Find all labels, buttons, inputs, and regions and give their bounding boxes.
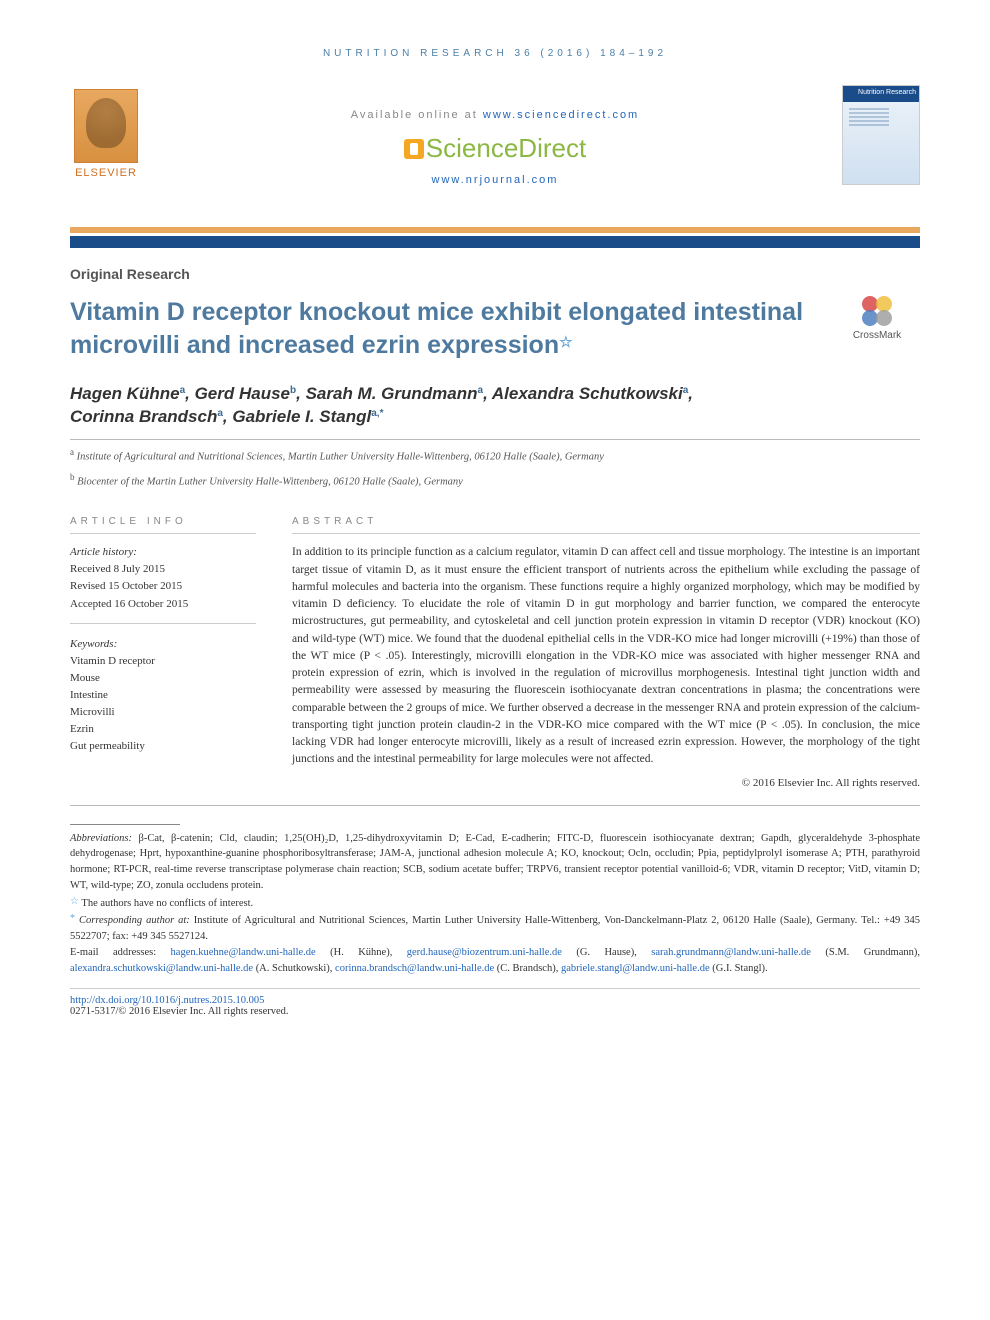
title-row: Vitamin D receptor knockout mice exhibit…: [70, 296, 920, 361]
email-link[interactable]: gabriele.stangl@landw.uni-halle.de: [561, 963, 710, 974]
corresponding-line: * Corresponding author at: Institute of …: [70, 911, 920, 945]
author: Corinna Brandscha: [70, 407, 223, 426]
email-author: (C. Brandsch),: [494, 963, 561, 974]
history-label: Article history:: [70, 544, 256, 561]
cover-body-icon: [843, 102, 919, 184]
conflict-text: The authors have no conflicts of interes…: [81, 898, 253, 909]
banner-center: Available online at www.sciencedirect.co…: [165, 81, 825, 186]
available-prefix: Available online at: [351, 109, 483, 121]
author: Gabriele I. Stangla,*: [232, 407, 383, 426]
sciencedirect-icon: [404, 139, 424, 159]
email-author: (H. Kühne),: [316, 947, 407, 958]
footnote-rule: [70, 824, 180, 825]
keywords-label: Keywords:: [70, 636, 256, 653]
email-link[interactable]: alexandra.schutkowski@landw.uni-halle.de: [70, 963, 253, 974]
affiliation-b: b Biocenter of the Martin Luther Univers…: [70, 471, 920, 490]
journal-url-link[interactable]: www.nrjournal.com: [165, 174, 825, 186]
elsevier-logo[interactable]: ELSEVIER: [70, 89, 142, 179]
history-revised: Revised 15 October 2015: [70, 578, 256, 595]
corresponding-label: Corresponding author at:: [79, 915, 190, 926]
cover-title-bar: Nutrition Research: [843, 86, 919, 102]
keyword-item: Vitamin D receptor: [70, 653, 256, 670]
abstract-body: In addition to its principle function as…: [292, 544, 920, 768]
email-label: E-mail addresses:: [70, 947, 171, 958]
history-accepted: Accepted 16 October 2015: [70, 596, 256, 613]
author-list: Hagen Kühnea, Gerd Hauseb, Sarah M. Grun…: [70, 383, 920, 440]
sciencedirect-logo-text: ScienceDirect: [426, 133, 586, 163]
email-link[interactable]: hagen.kuehne@landw.uni-halle.de: [171, 947, 316, 958]
crossmark-label: CrossMark: [853, 330, 901, 341]
page-root: NUTRITION RESEARCH 36 (2016) 184–192 ELS…: [0, 0, 990, 1057]
keyword-item: Gut permeability: [70, 738, 256, 755]
issn-copyright: 0271-5317/© 2016 Elsevier Inc. All right…: [70, 1006, 920, 1017]
author: Alexandra Schutkowskia: [492, 384, 688, 403]
journal-cover-thumbnail[interactable]: Nutrition Research: [842, 85, 920, 185]
footnotes: Abbreviations: β-Cat, β-catenin; Cld, cl…: [70, 824, 920, 977]
crossmark-badge[interactable]: CrossMark: [834, 296, 920, 341]
keyword-item: Microvilli: [70, 704, 256, 721]
top-banner: ELSEVIER Available online at www.science…: [70, 81, 920, 221]
article-title-text: Vitamin D receptor knockout mice exhibit…: [70, 298, 803, 359]
abbreviations-label: Abbreviations:: [70, 833, 132, 844]
abstract-copyright: © 2016 Elsevier Inc. All rights reserved…: [292, 777, 920, 789]
email-author: (G.I. Stangl).: [710, 963, 768, 974]
article-history: Article history: Received 8 July 2015 Re…: [70, 544, 256, 623]
doi-link[interactable]: http://dx.doi.org/10.1016/j.nutres.2015.…: [70, 995, 264, 1006]
article-info-heading: ARTICLE INFO: [70, 516, 256, 534]
title-footnote-star-icon: ☆: [559, 334, 572, 351]
keyword-item: Mouse: [70, 670, 256, 687]
corresponding-text: Institute of Agricultural and Nutritiona…: [70, 915, 920, 942]
article-title: Vitamin D receptor knockout mice exhibit…: [70, 296, 814, 361]
star-icon: ☆: [70, 896, 79, 907]
elsevier-word: ELSEVIER: [70, 167, 142, 179]
author: Hagen Kühnea: [70, 384, 185, 403]
abbreviations-line: Abbreviations: β-Cat, β-catenin; Cld, cl…: [70, 831, 920, 894]
email-link[interactable]: corinna.brandsch@landw.uni-halle.de: [335, 963, 494, 974]
abbreviations-text: β-Cat, β-catenin; Cld, claudin; 1,25(OH)…: [70, 833, 920, 891]
divider-blue: [70, 236, 920, 248]
available-online-line: Available online at www.sciencedirect.co…: [165, 109, 825, 121]
abstract-column: ABSTRACT In addition to its principle fu…: [292, 516, 920, 788]
article-info-column: ARTICLE INFO Article history: Received 8…: [70, 516, 256, 788]
conflict-line: ☆ The authors have no conflicts of inter…: [70, 894, 920, 912]
affiliation-a: a Institute of Agricultural and Nutritio…: [70, 446, 920, 465]
sciencedirect-logo[interactable]: ScienceDirect: [165, 133, 825, 164]
email-link[interactable]: sarah.grundmann@landw.uni-halle.de: [651, 947, 811, 958]
running-header: NUTRITION RESEARCH 36 (2016) 184–192: [70, 48, 920, 59]
email-link[interactable]: gerd.hause@biozentrum.uni-halle.de: [407, 947, 562, 958]
keyword-item: Ezrin: [70, 721, 256, 738]
asterisk-icon: *: [70, 913, 75, 924]
email-line: E-mail addresses: hagen.kuehne@landw.uni…: [70, 945, 920, 977]
doi-block: http://dx.doi.org/10.1016/j.nutres.2015.…: [70, 988, 920, 1017]
author: Sarah M. Grundmanna: [306, 384, 483, 403]
keywords-block: Keywords: Vitamin D receptor Mouse Intes…: [70, 636, 256, 755]
info-abstract-row: ARTICLE INFO Article history: Received 8…: [70, 516, 920, 805]
divider-orange: [70, 227, 920, 233]
email-author: (S.M. Grundmann),: [811, 947, 920, 958]
article-type: Original Research: [70, 266, 920, 282]
sciencedirect-url-link[interactable]: www.sciencedirect.com: [483, 109, 639, 121]
abstract-heading: ABSTRACT: [292, 516, 920, 534]
email-author: (A. Schutkowski),: [253, 963, 335, 974]
elsevier-tree-icon: [74, 89, 138, 163]
crossmark-icon: [862, 296, 892, 326]
history-received: Received 8 July 2015: [70, 561, 256, 578]
author: Gerd Hauseb: [195, 384, 297, 403]
keyword-item: Intestine: [70, 687, 256, 704]
email-author: (G. Hause),: [562, 947, 651, 958]
